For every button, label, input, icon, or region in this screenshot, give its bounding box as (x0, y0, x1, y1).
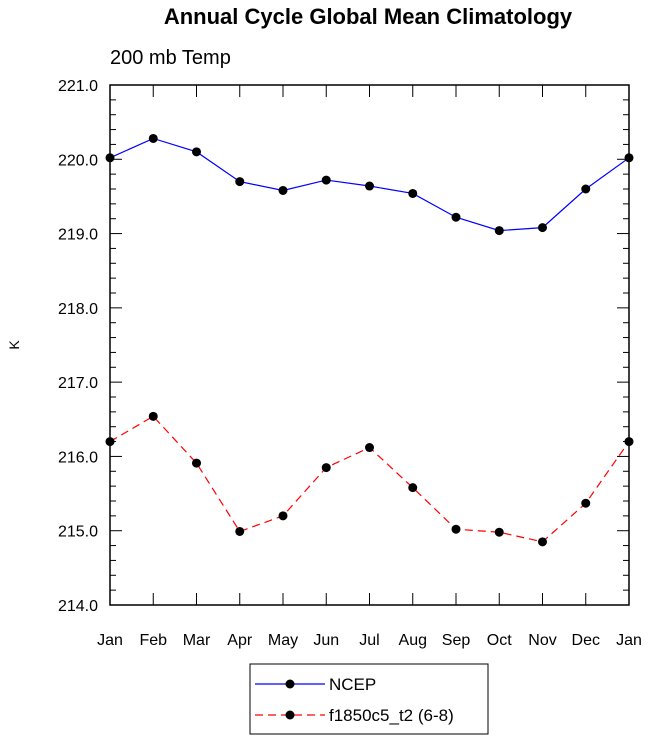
data-point (192, 458, 201, 468)
data-point (451, 524, 461, 534)
y-tick-label: 219.0 (58, 227, 98, 244)
plot-frame (109, 84, 630, 606)
data-point (365, 443, 374, 453)
series-points (105, 133, 634, 547)
x-tick-label: Dec (572, 632, 600, 649)
data-point (235, 177, 245, 187)
x-tick-label: Jun (313, 632, 339, 649)
x-tick-label: Apr (227, 632, 253, 649)
data-point (321, 463, 331, 473)
y-tick-label: 220.0 (58, 152, 98, 169)
y-tick-label: 214.0 (58, 598, 98, 615)
y-tick-label: 215.0 (58, 524, 98, 541)
x-tick-label: Feb (139, 632, 167, 649)
x-tick-label: Nov (528, 632, 556, 649)
data-point (581, 184, 591, 194)
x-tick-label: May (268, 632, 298, 649)
x-tick-label: Jan (97, 632, 123, 649)
data-point (148, 133, 158, 143)
series-line (109, 415, 630, 543)
data-point (451, 212, 461, 222)
legend-label-ncep: NCEP (329, 675, 376, 694)
data-point (148, 411, 158, 421)
legend-marker-ncep (285, 679, 295, 689)
data-point (538, 537, 547, 547)
minor-ticks (110, 99, 629, 591)
legend-marker-model (285, 710, 295, 720)
legend-box (249, 663, 489, 735)
y-axis-label: K (6, 340, 22, 350)
data-point (538, 223, 547, 233)
legend-label-model: f1850c5_t2 (6-8) (329, 706, 454, 725)
chart-title: Annual Cycle Global Mean Climatology (164, 4, 573, 29)
y-tick-label: 217.0 (58, 375, 98, 392)
data-point (321, 175, 331, 185)
data-point (408, 483, 418, 493)
x-tick-label: Sep (442, 632, 471, 649)
x-tick-label: Mar (183, 632, 211, 649)
legend: NCEP f1850c5_t2 (6-8) (249, 663, 489, 735)
x-tick-labels: Jan Feb Mar Apr May Jun Jul Aug Sep Oct Nov Dec Jan (97, 632, 642, 649)
data-point (581, 498, 591, 508)
data-point (408, 188, 418, 198)
chart-subtitle: 200 mb Temp (110, 47, 231, 69)
x-tick-label: Oct (487, 632, 512, 649)
y-tick-label: 221.0 (58, 78, 98, 95)
data-point (192, 147, 201, 157)
x-tick-label: Jul (359, 632, 379, 649)
x-tick-label: Aug (399, 632, 427, 649)
x-tick-label: Jan (616, 632, 642, 649)
data-point (494, 527, 504, 537)
major-ticks (109, 84, 630, 606)
data-point (235, 526, 245, 536)
y-tick-label: 216.0 (58, 449, 98, 466)
y-tick-label: 218.0 (58, 301, 98, 318)
series-lines (109, 137, 630, 543)
data-point (278, 511, 288, 521)
data-point (278, 185, 288, 195)
data-point (365, 181, 374, 191)
y-tick-labels: 214.0 215.0 216.0 217.0 218.0 219.0 220.0 221.0 (58, 78, 98, 615)
data-point (494, 226, 504, 236)
